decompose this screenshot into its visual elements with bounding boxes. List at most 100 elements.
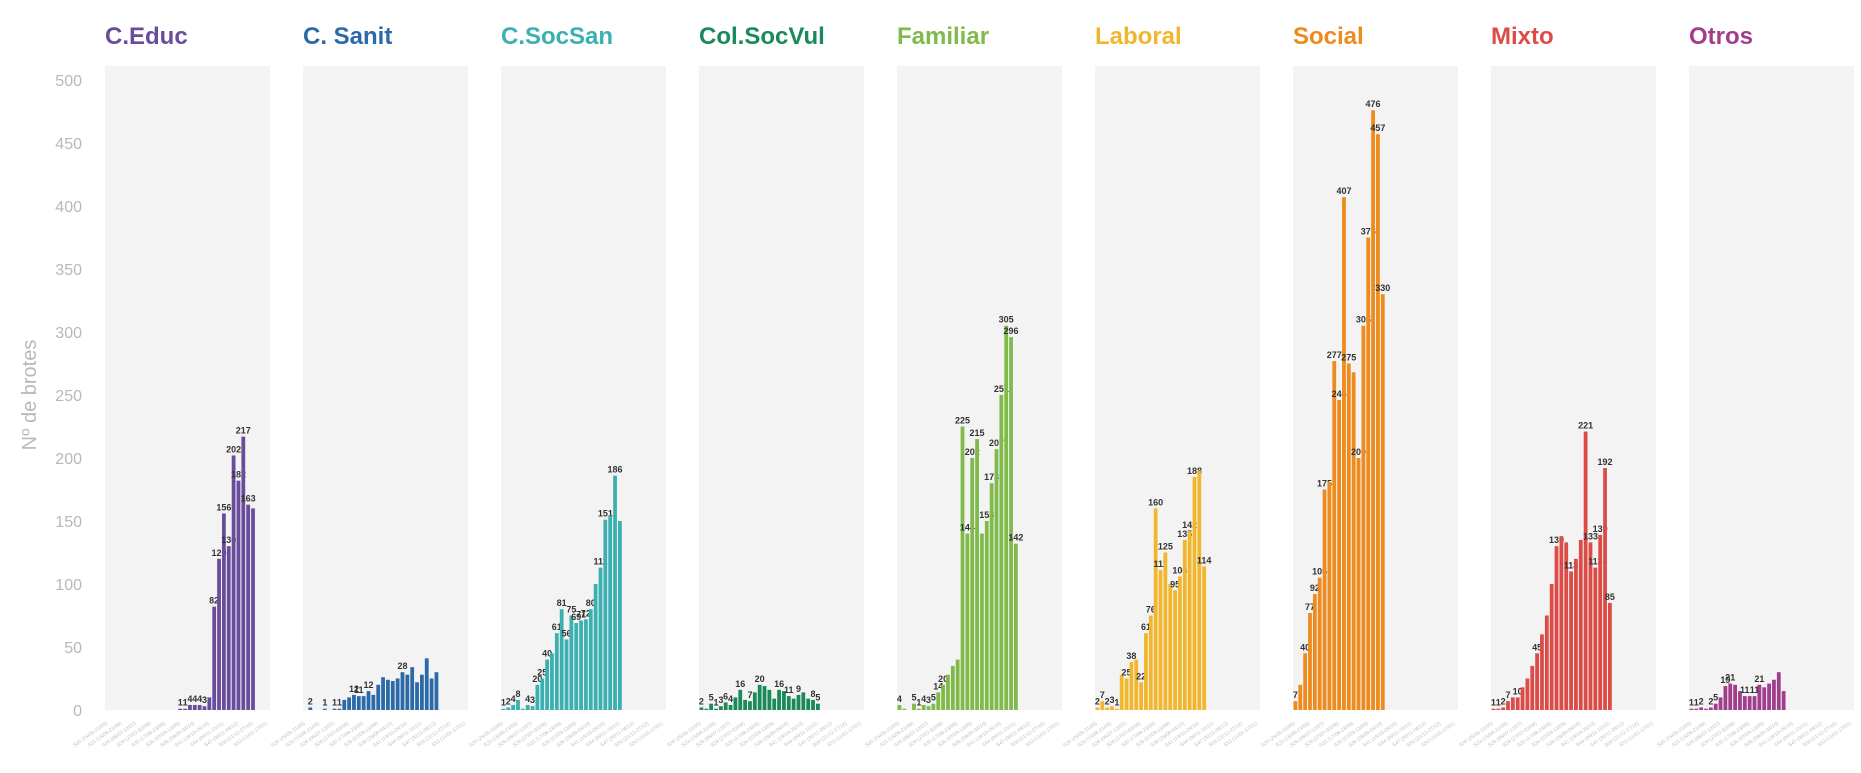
bar-col-socvul [743, 699, 747, 710]
bar-col-socvul [733, 697, 738, 710]
bar-laboral [1114, 708, 1119, 710]
bar-otros [1723, 686, 1728, 710]
data-label-c-educ: 1 [183, 698, 188, 708]
data-label-col-socvul: 9 [796, 684, 801, 694]
bar-col-socvul [757, 684, 762, 710]
bar-otros [1733, 684, 1737, 710]
data-label-social: 92 [1310, 583, 1320, 593]
data-label-c-socsan: 20 [532, 674, 542, 684]
data-label-c-educ: 3 [202, 695, 207, 705]
bar-social [1366, 237, 1371, 710]
bar-c-socsan [608, 515, 613, 710]
data-label-c-socsan: 61 [552, 622, 562, 632]
bar-familiar [1014, 543, 1018, 710]
data-label-familiar: 305 [999, 315, 1014, 325]
bar-c-socsan [593, 584, 598, 710]
data-label-c-sanit: 1 [332, 698, 337, 708]
data-label-laboral: 135 [1177, 529, 1192, 539]
data-label-social: 275 [1341, 353, 1356, 363]
data-label-social: 305 [1356, 315, 1371, 325]
panel-background-mixto [1491, 66, 1656, 710]
bar-social [1312, 594, 1317, 710]
bar-col-socvul [704, 708, 709, 710]
bar-social [1361, 325, 1366, 710]
bar-familiar [946, 674, 950, 710]
bar-otros [1713, 703, 1718, 710]
bar-mixto [1544, 615, 1549, 710]
bar-col-socvul [718, 706, 723, 710]
data-label-social: 175 [1317, 479, 1332, 489]
bar-col-socvul [748, 701, 752, 710]
data-label-familiar: 142 [1008, 533, 1023, 543]
data-label-otros: 11 [1740, 685, 1750, 695]
bar-laboral [1202, 566, 1207, 710]
bar-laboral [1173, 590, 1177, 710]
data-label-laboral: 111 [1153, 559, 1167, 569]
data-label-c-educ: 182 [231, 470, 246, 480]
data-label-c-sanit: 11 [354, 685, 364, 695]
data-label-social: 77 [1305, 602, 1315, 612]
bar-c-sanit [347, 697, 351, 710]
bar-c-sanit [337, 708, 342, 710]
bar-c-educ [192, 704, 197, 710]
bar-familiar [989, 483, 994, 710]
data-label-laboral: 38 [1126, 651, 1136, 661]
data-label-laboral: 76 [1146, 605, 1156, 615]
data-label-otros: 11 [1750, 685, 1760, 695]
bar-social [1293, 701, 1298, 710]
bar-c-sanit [415, 682, 419, 710]
data-label-col-socvul: 2 [699, 696, 704, 706]
bar-mixto [1598, 534, 1603, 710]
y-tick-label: 250 [55, 388, 82, 405]
bar-c-sanit [332, 708, 337, 710]
data-label-c-socsan: 151 [598, 509, 613, 519]
bar-mixto [1540, 634, 1544, 710]
data-label-c-sanit: 12 [364, 680, 374, 690]
data-label-familiar: 251 [994, 384, 1009, 394]
panel-title-c-sanit: C. Sanit [303, 23, 392, 50]
bar-otros [1742, 696, 1747, 710]
data-label-otros: 19 [1720, 675, 1730, 685]
bar-col-socvul [801, 692, 806, 710]
bar-c-socsan [564, 639, 569, 710]
bar-col-socvul [728, 704, 733, 710]
bar-c-sanit [381, 677, 385, 710]
y-tick-label: 200 [55, 451, 82, 468]
bar-otros [1738, 691, 1742, 710]
bar-social [1303, 653, 1308, 710]
bar-familiar [1004, 325, 1009, 710]
data-label-c-socsan: 186 [608, 465, 623, 475]
data-label-mixto: 85 [1605, 592, 1615, 602]
bar-c-sanit [400, 672, 405, 710]
bar-c-socsan [545, 659, 549, 710]
bar-otros [1718, 697, 1723, 710]
data-label-mixto: 133 [1583, 531, 1598, 541]
bar-mixto [1501, 707, 1506, 710]
bar-laboral [1187, 531, 1192, 710]
bar-col-socvul [772, 698, 777, 710]
bar-familiar [970, 458, 975, 710]
data-label-otros: 5 [1713, 693, 1718, 703]
data-label-laboral: 106 [1172, 565, 1187, 575]
bar-mixto [1588, 542, 1593, 710]
bar-col-socvul [777, 689, 781, 710]
bar-c-socsan [550, 653, 554, 710]
bar-col-socvul [796, 694, 801, 710]
bar-social [1376, 134, 1380, 710]
data-label-familiar: 225 [955, 416, 970, 426]
y-tick-label: 400 [55, 199, 82, 216]
data-label-familiar: 207 [989, 438, 1004, 448]
data-label-col-socvul: 5 [815, 693, 820, 703]
bar-c-socsan [559, 609, 564, 710]
data-label-c-socsan: 75 [566, 605, 576, 615]
bar-social [1337, 400, 1341, 710]
data-label-social: 105 [1312, 567, 1327, 577]
y-tick-label: 100 [55, 577, 82, 594]
data-label-familiar: 215 [970, 428, 985, 438]
bar-mixto [1491, 708, 1496, 710]
y-tick-label: 150 [55, 514, 82, 531]
y-tick-label: 450 [55, 136, 82, 153]
bar-c-sanit [356, 696, 361, 710]
data-label-laboral: 160 [1148, 497, 1163, 507]
bar-c-educ [183, 708, 187, 710]
